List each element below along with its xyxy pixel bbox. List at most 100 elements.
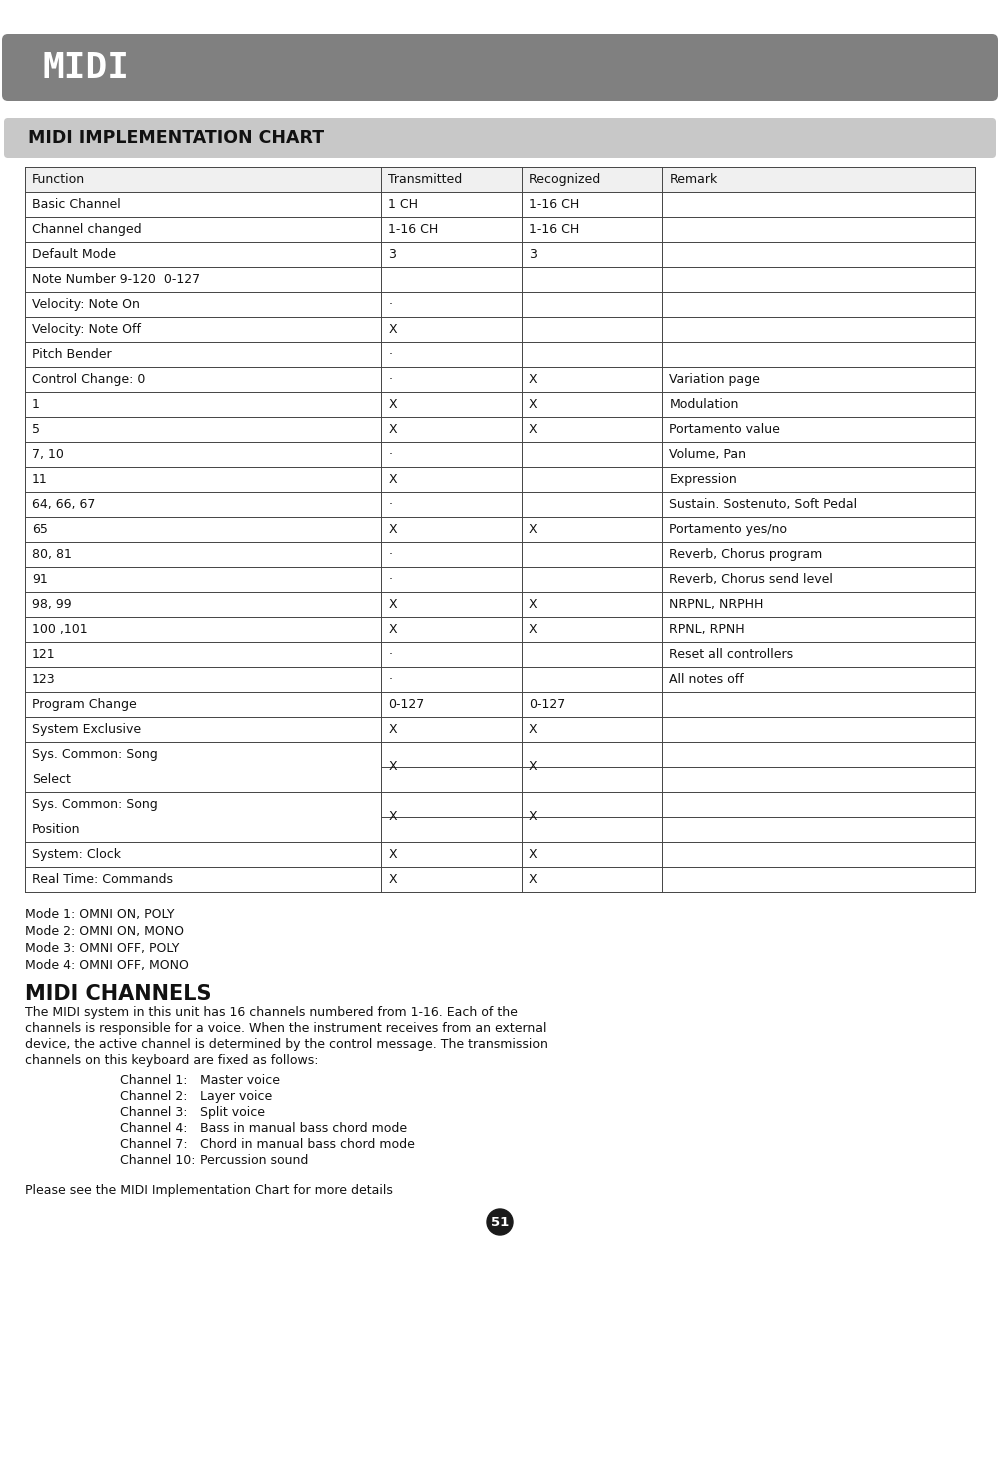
Text: device, the active channel is determined by the control message. The transmissio: device, the active channel is determined… [25, 1038, 548, 1052]
Text: Program Change: Program Change [32, 699, 137, 710]
Bar [25, 192, 975, 217]
Bar [25, 366, 975, 391]
Text: ·: · [388, 298, 392, 312]
Text: X: X [388, 873, 397, 886]
Text: 11: 11 [32, 473, 48, 486]
Text: 65: 65 [32, 523, 48, 536]
Bar [25, 217, 975, 242]
Bar [25, 292, 975, 318]
Text: System Exclusive: System Exclusive [32, 724, 141, 736]
Bar [25, 792, 975, 817]
Text: Function: Function [32, 173, 85, 186]
Text: Modulation: Modulation [669, 397, 739, 411]
Text: NRPNL, NRPHH: NRPNL, NRPHH [669, 598, 764, 611]
Text: 0-127: 0-127 [529, 699, 565, 710]
Text: Recognized: Recognized [529, 173, 601, 186]
Text: ·: · [388, 548, 392, 561]
Text: X: X [388, 323, 397, 335]
Text: System: Clock: System: Clock [32, 848, 121, 861]
Text: Mode 2: OMNI ON, MONO: Mode 2: OMNI ON, MONO [25, 925, 184, 938]
Text: Portamento yes/no: Portamento yes/no [669, 523, 787, 536]
Text: 3: 3 [388, 248, 396, 261]
Text: Please see the MIDI Implementation Chart for more details: Please see the MIDI Implementation Chart… [25, 1185, 393, 1196]
Text: ·: · [388, 374, 392, 385]
Text: Transmitted: Transmitted [388, 173, 462, 186]
Bar [25, 167, 975, 192]
Bar [25, 267, 975, 292]
Text: Mode 3: OMNI OFF, POLY: Mode 3: OMNI OFF, POLY [25, 942, 179, 956]
Text: Mode 1: OMNI ON, POLY: Mode 1: OMNI ON, POLY [25, 908, 175, 922]
Bar [25, 767, 975, 792]
Text: ·: · [388, 498, 392, 511]
Text: 100 ,101: 100 ,101 [32, 623, 88, 637]
Text: Channel 4:: Channel 4: [120, 1123, 188, 1134]
Text: 1 CH: 1 CH [388, 198, 418, 211]
Text: X: X [529, 422, 537, 436]
Text: Control Change: 0: Control Change: 0 [32, 374, 145, 385]
Bar [25, 318, 975, 343]
Text: Portamento value: Portamento value [669, 422, 780, 436]
Text: 123: 123 [32, 674, 56, 685]
Text: X: X [529, 848, 537, 861]
Text: All notes off: All notes off [669, 674, 744, 685]
Text: Sys. Common: Song: Sys. Common: Song [32, 747, 158, 761]
Bar [25, 842, 975, 867]
Text: Position: Position [32, 823, 80, 836]
Text: Reverb, Chorus send level: Reverb, Chorus send level [669, 573, 833, 586]
Text: Channel changed: Channel changed [32, 223, 142, 236]
Text: X: X [529, 523, 537, 536]
Bar [25, 467, 975, 492]
Text: 98, 99: 98, 99 [32, 598, 72, 611]
Text: X: X [529, 811, 537, 824]
Text: X: X [529, 397, 537, 411]
Text: Remark: Remark [669, 173, 718, 186]
Text: Real Time: Commands: Real Time: Commands [32, 873, 173, 886]
Text: Layer voice: Layer voice [200, 1090, 272, 1103]
Text: X: X [529, 598, 537, 611]
Text: Reverb, Chorus program: Reverb, Chorus program [669, 548, 823, 561]
Text: MIDI IMPLEMENTATION CHART: MIDI IMPLEMENTATION CHART [28, 128, 324, 148]
FancyBboxPatch shape [2, 34, 998, 100]
Text: ·: · [388, 448, 392, 461]
Text: 121: 121 [32, 648, 56, 662]
Text: X: X [529, 623, 537, 637]
Text: ·: · [388, 648, 392, 662]
Text: X: X [529, 761, 537, 774]
Text: 64, 66, 67: 64, 66, 67 [32, 498, 95, 511]
Text: 91: 91 [32, 573, 48, 586]
Text: X: X [529, 374, 537, 385]
Bar [25, 617, 975, 642]
Bar [25, 693, 975, 716]
Text: Mode 4: OMNI OFF, MONO: Mode 4: OMNI OFF, MONO [25, 959, 189, 972]
FancyBboxPatch shape [4, 118, 996, 158]
Text: Velocity: Note Off: Velocity: Note Off [32, 323, 141, 335]
Text: X: X [388, 523, 397, 536]
Bar [25, 817, 975, 842]
Text: channels on this keyboard are fixed as follows:: channels on this keyboard are fixed as f… [25, 1055, 318, 1066]
Text: Chord in manual bass chord mode: Chord in manual bass chord mode [200, 1137, 415, 1151]
Text: Variation page: Variation page [669, 374, 760, 385]
Text: Pitch Bender: Pitch Bender [32, 349, 112, 360]
Text: X: X [388, 848, 397, 861]
Bar [25, 542, 975, 567]
Text: X: X [388, 724, 397, 736]
Text: Channel 2:: Channel 2: [120, 1090, 188, 1103]
Text: ·: · [388, 573, 392, 586]
Bar [25, 642, 975, 668]
Text: X: X [529, 873, 537, 886]
Text: Volume, Pan: Volume, Pan [669, 448, 746, 461]
Text: 0-127: 0-127 [388, 699, 424, 710]
Bar [25, 867, 975, 892]
Text: 3: 3 [529, 248, 537, 261]
Text: MIDI: MIDI [42, 50, 129, 84]
Text: X: X [388, 811, 397, 824]
Text: 51: 51 [491, 1216, 509, 1229]
Text: X: X [388, 623, 397, 637]
Bar [25, 242, 975, 267]
Text: RPNL, RPNH: RPNL, RPNH [669, 623, 745, 637]
Bar [25, 741, 975, 767]
Bar [25, 492, 975, 517]
Bar [25, 343, 975, 366]
Text: Channel 3:: Channel 3: [120, 1106, 188, 1120]
Bar [25, 716, 975, 741]
